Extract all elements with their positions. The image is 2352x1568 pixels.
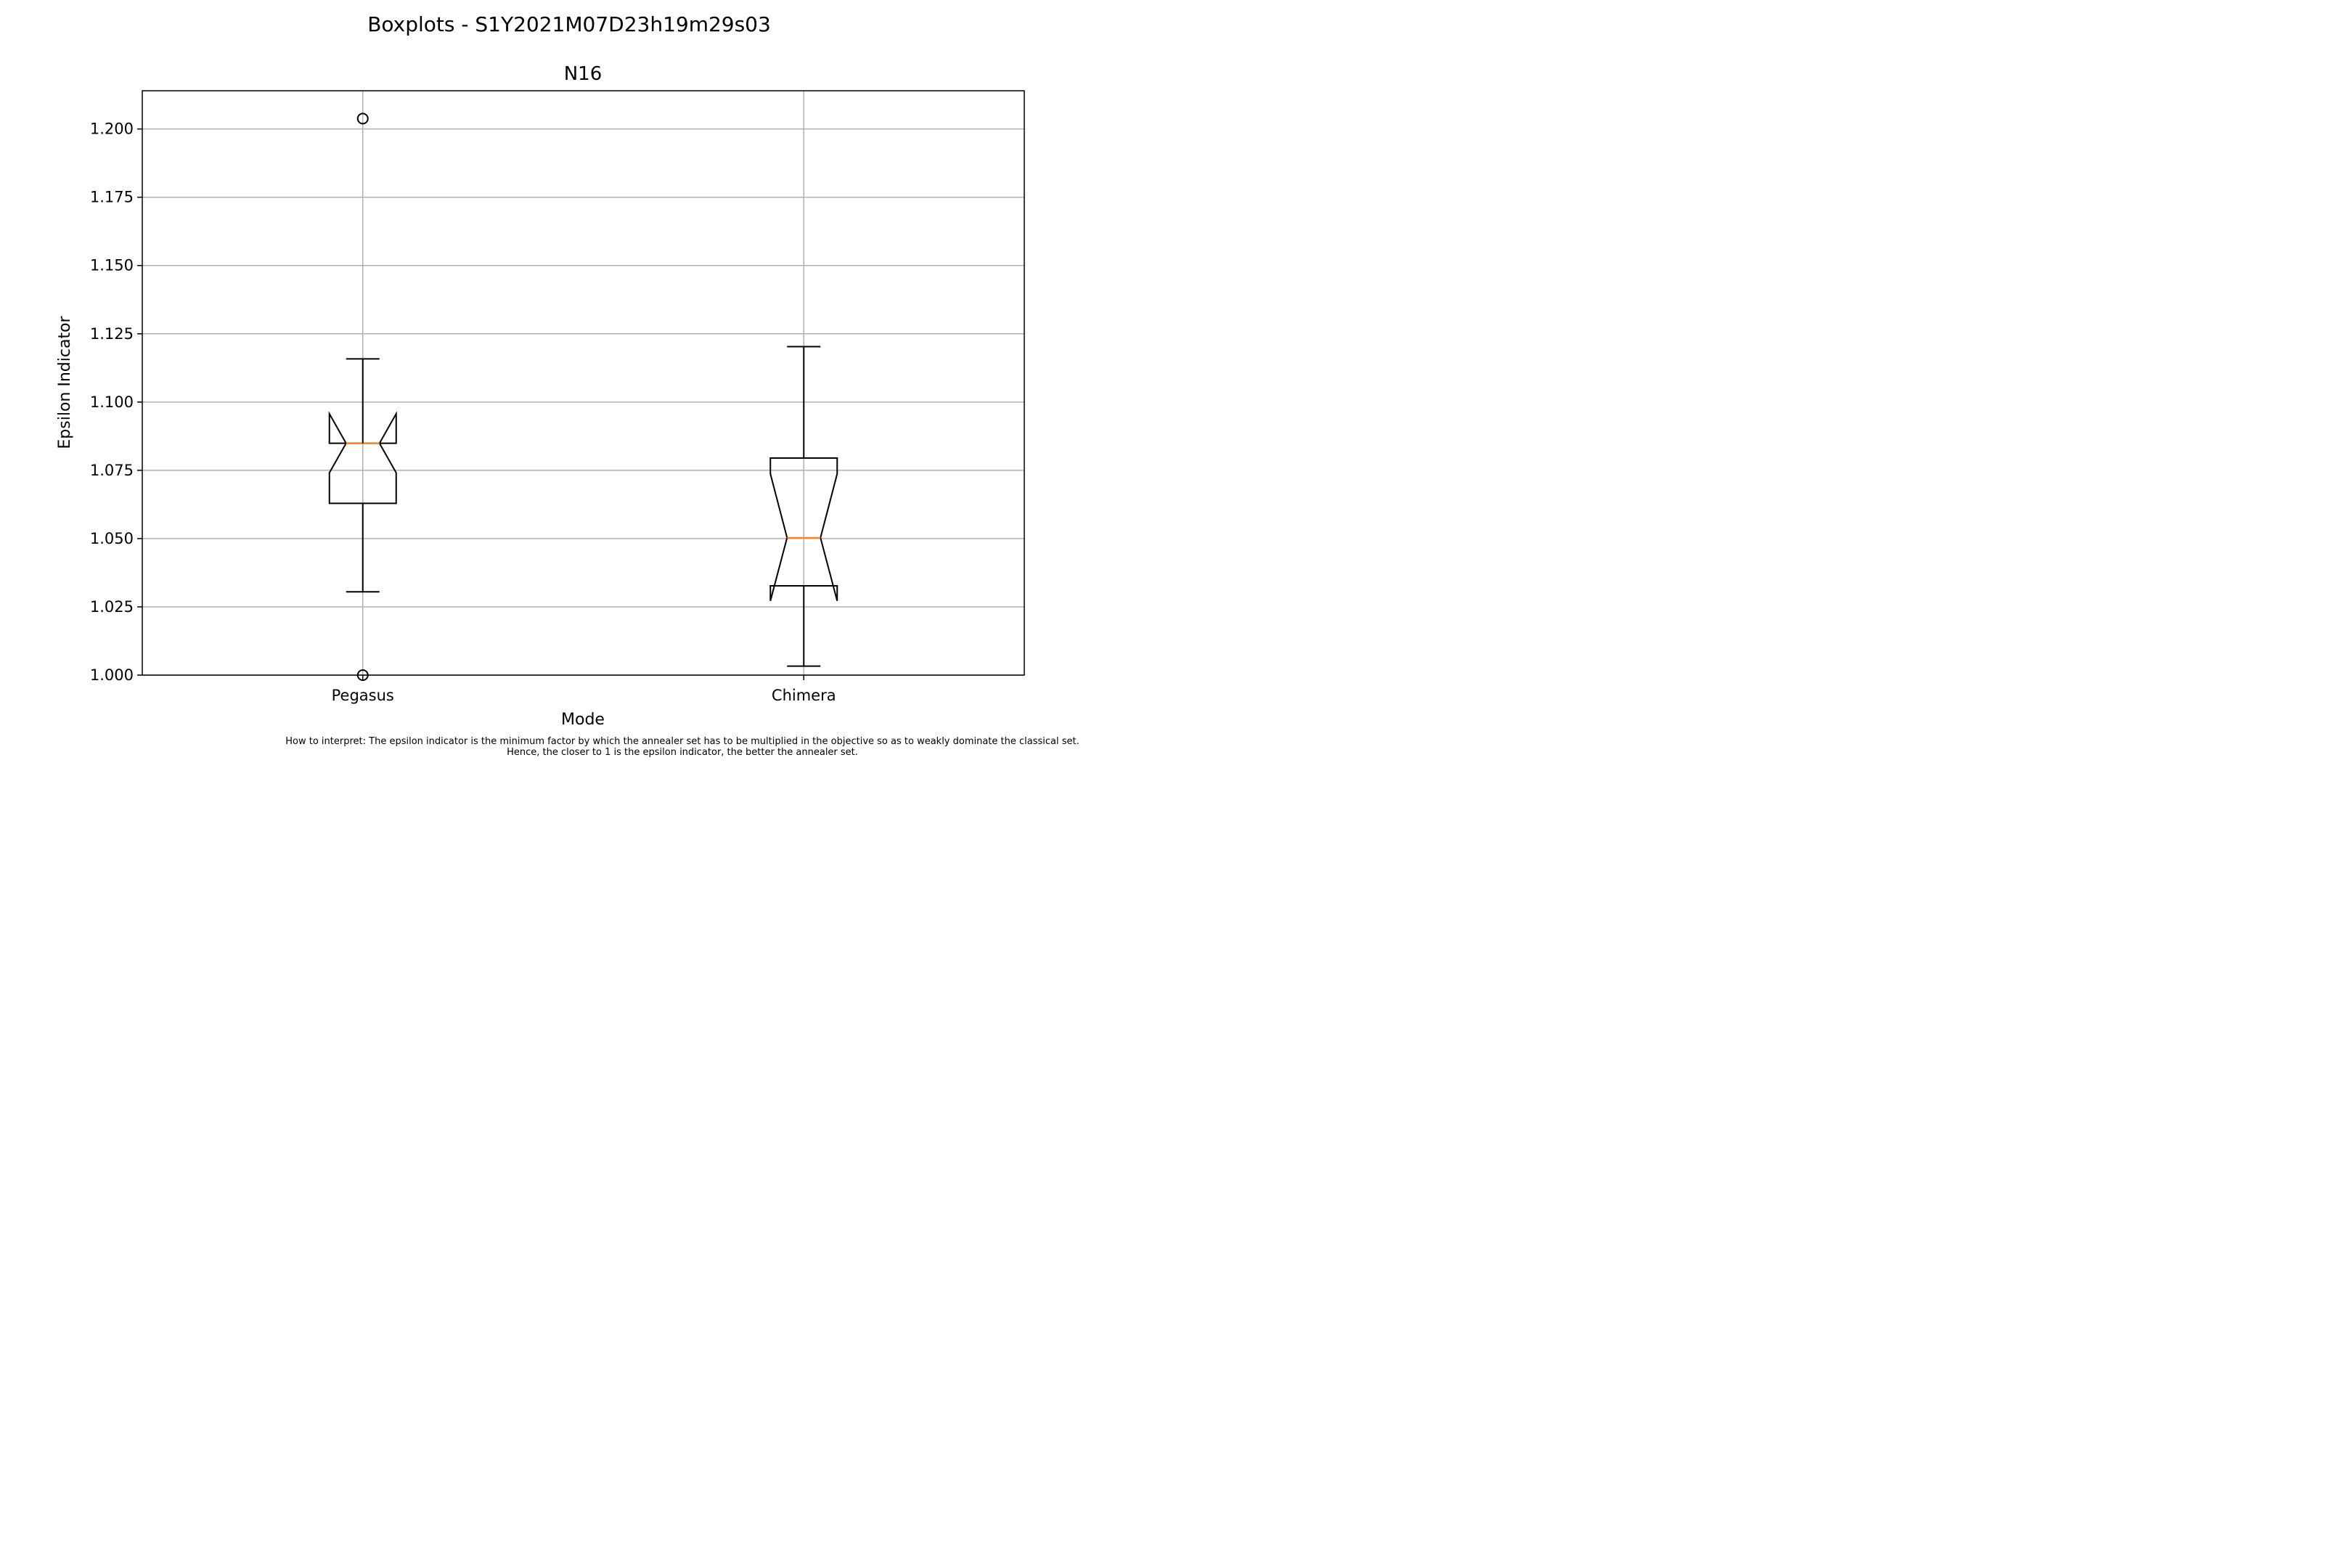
grid-lines	[142, 91, 1024, 676]
x-tick-label: Chimera	[772, 687, 836, 704]
tick-layer: 1.000 1.025 1.050 1.075 1.100 1.125 1.150 1.175…	[90, 121, 836, 704]
chart-figure: Boxplots - S1Y2021M07D23h19m29s03 N16 1.…	[56, 12, 1079, 758]
notched-box-chimera	[769, 457, 838, 601]
y-tick-label: 1.200	[90, 121, 134, 138]
y-tick-label: 1.050	[90, 530, 134, 547]
y-tick-label: 1.025	[90, 598, 134, 616]
chart-title: N16	[564, 63, 603, 85]
y-axis-label: Epsilon Indicator	[56, 315, 74, 449]
box-pegasus	[328, 113, 397, 681]
outlier-point-pegasus	[356, 113, 369, 125]
x-axis-label: Mode	[561, 711, 605, 729]
interpretation-note-line-1: How to interpret: The epsilon indicator …	[285, 736, 1079, 747]
y-tick-label: 1.125	[90, 325, 134, 343]
y-tick-label: 1.175	[90, 189, 134, 206]
box-chimera	[769, 346, 838, 667]
y-tick-label: 1.100	[90, 393, 134, 411]
y-tick-label: 1.000	[90, 666, 134, 684]
x-tick-label: Pegasus	[332, 687, 394, 704]
notched-box-pegasus	[328, 411, 397, 505]
interpretation-note-line-2: Hence, the closer to 1 is the epsilon in…	[507, 747, 858, 758]
plot-frame	[142, 90, 1025, 676]
box-layer	[328, 113, 838, 681]
y-tick-label: 1.075	[90, 462, 134, 479]
y-tick-label: 1.150	[90, 257, 134, 274]
figure-suptitle: Boxplots - S1Y2021M07D23h19m29s03	[367, 12, 771, 36]
